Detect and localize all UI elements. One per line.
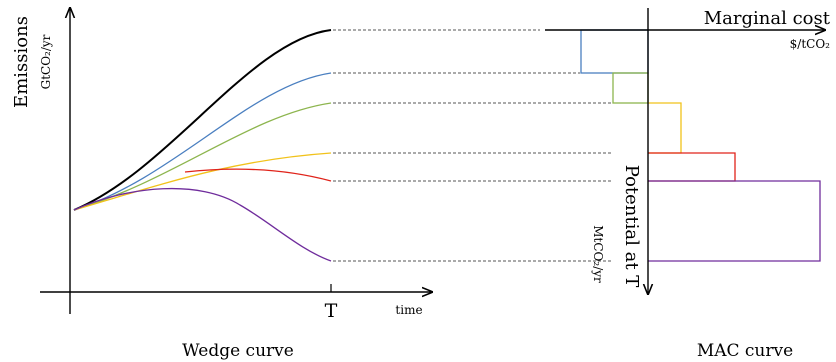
emissions-axis-label: Emissions <box>11 16 32 108</box>
time-label: time <box>395 303 422 317</box>
yellow-curve <box>73 152 332 211</box>
mac-curve-panel: Marginal cost $/tCO₂ Potential at T MtCO… <box>545 8 831 361</box>
dotted-connectors <box>333 29 612 262</box>
emissions-unit-label: GtCO₂/yr <box>39 34 53 89</box>
mac-step-yellow <box>648 102 682 154</box>
wedge-curve-panel: Emissions GtCO₂/yr T time Wedge curve <box>11 8 612 361</box>
mac-step-purple <box>648 180 821 262</box>
cost-unit-label: $/tCO₂ <box>790 37 831 51</box>
blue-curve <box>73 72 332 211</box>
mac-step-blue <box>580 29 649 74</box>
potential-unit-label: MtCO₂/yr <box>591 225 605 283</box>
mac-step-green <box>612 72 649 104</box>
purple-curve <box>73 187 332 262</box>
potential-axis-label: Potential at T <box>621 165 642 288</box>
t-label: T <box>325 300 338 322</box>
mac-curve-caption: MAC curve <box>697 341 793 361</box>
baseline-curve <box>73 29 332 211</box>
red-curve <box>184 168 332 182</box>
marginal-cost-label: Marginal cost <box>704 8 831 29</box>
mac-step-red <box>648 152 736 182</box>
wedge-curve-caption: Wedge curve <box>182 341 294 361</box>
